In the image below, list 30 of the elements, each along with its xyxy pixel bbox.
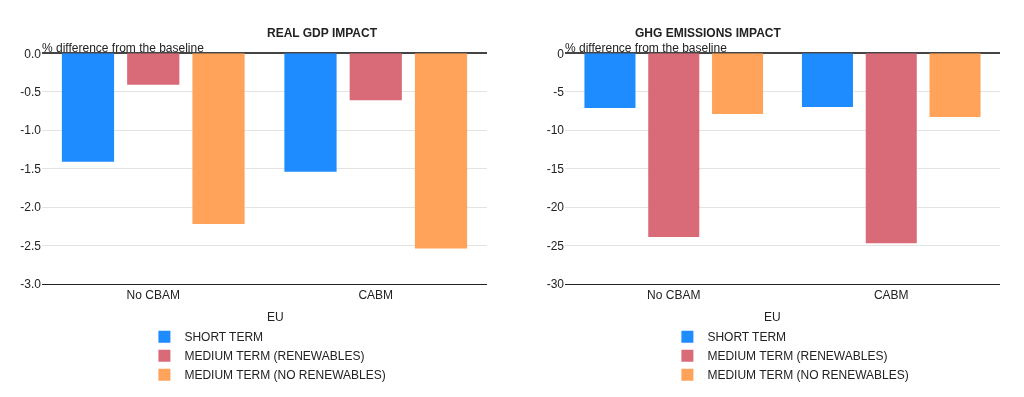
y-tick-label: 0 [557,46,565,61]
x-axis-title: EU [267,310,284,324]
x-axis-title: EU [764,310,781,324]
y-tick-label: -25 [546,238,565,253]
y-tick-label: -3.0 [20,277,42,292]
chart-title: GHG EMISSIONS IMPACT [635,26,782,40]
y-tick-label: 0.0 [24,46,42,61]
y-tick-label: -30 [546,277,565,292]
x-tick-label: CABM [358,288,394,303]
x-tick-label: No CBAM [126,288,180,303]
y-tick-label: -15 [546,161,565,176]
x-tick-label: No CBAM [647,288,701,303]
y-tick-label: -1.0 [20,123,42,138]
y-axis-title: % difference from the baseline [42,41,205,55]
y-tick-label: -5 [553,84,565,99]
legend-label: MEDIUM TERM (NO RENEWABLES) [184,368,386,383]
y-axis-title: % difference from the baseline [565,41,728,55]
y-tick-label: -20 [546,200,565,215]
legend-label: MEDIUM TERM (RENEWABLES) [184,349,365,364]
legend-label: SHORT TERM [707,330,787,345]
chart-title: REAL GDP IMPACT [267,26,378,40]
legend-label: MEDIUM TERM (NO RENEWABLES) [707,368,909,383]
y-tick-label: -2.5 [20,238,42,253]
y-tick-label: -0.5 [20,84,42,99]
legend-label: SHORT TERM [184,330,264,345]
x-tick-label: CABM [873,288,909,303]
y-tick-label: -1.5 [20,161,42,176]
y-tick-label: -10 [546,123,565,138]
legend-label: MEDIUM TERM (RENEWABLES) [707,349,888,364]
y-tick-label: -2.0 [20,200,42,215]
